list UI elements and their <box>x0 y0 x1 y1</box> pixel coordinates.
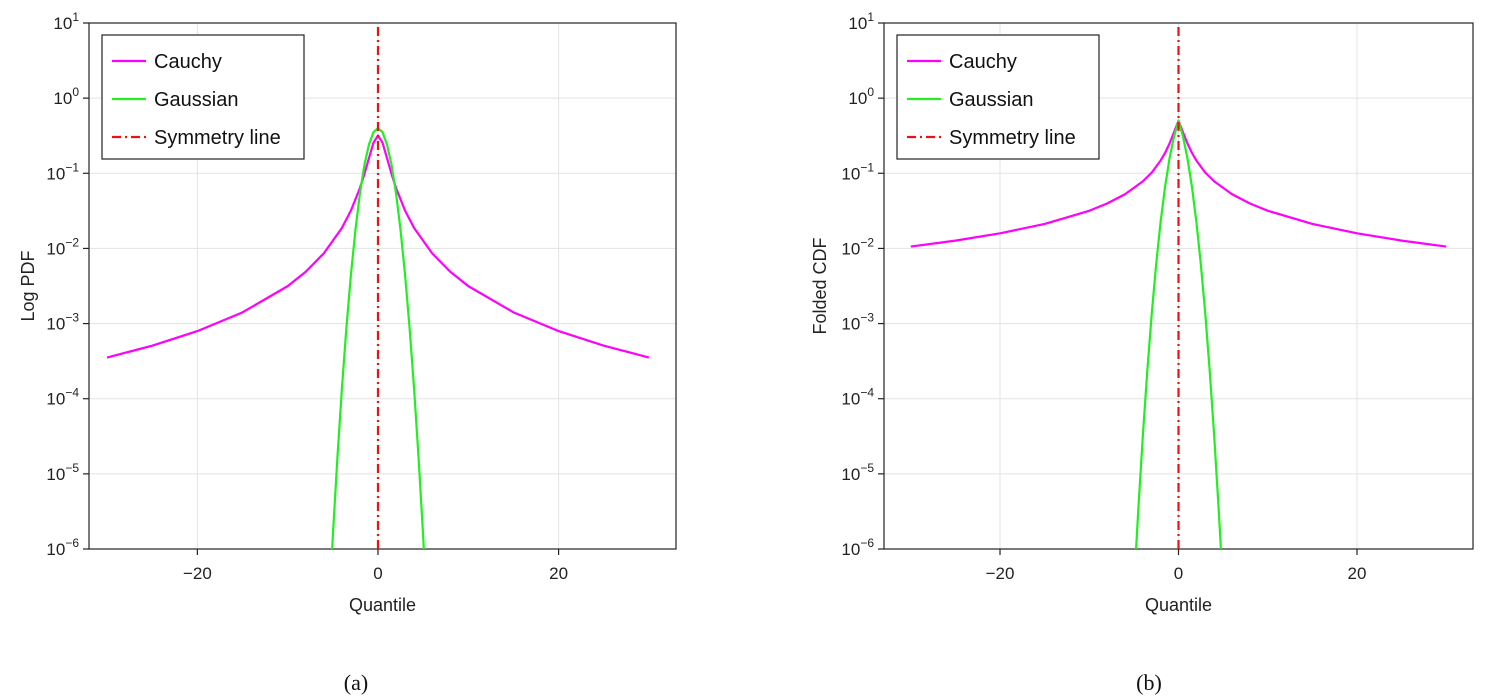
x-tick-label: 20 <box>1348 564 1367 583</box>
legend-box <box>896 34 1100 160</box>
legend-label: Symmetry line <box>154 127 281 149</box>
panel-a: 101 100 10−1 10−2 10−3 10−4 10−5 10−6 −20 0 20 Quan… <box>18 10 677 695</box>
y-tick-label: 101 <box>53 10 79 33</box>
y-tick-label: 10−4 <box>46 386 79 409</box>
plot-area <box>910 23 1447 549</box>
x-axis-title: Quantile <box>349 595 416 615</box>
x-tick-label: 0 <box>373 564 382 583</box>
x-tick-label: 20 <box>549 564 568 583</box>
legend-label: Gaussian <box>949 89 1034 111</box>
legend: Cauchy Gaussian Symmetry line <box>101 34 305 160</box>
legend-label: Symmetry line <box>949 127 1076 149</box>
y-tick-label: 10−3 <box>46 311 79 334</box>
y-tick-label: 10−6 <box>841 536 874 559</box>
y-tick-label: 100 <box>53 85 79 108</box>
y-tick-label: 100 <box>848 85 874 108</box>
x-tick-label: 0 <box>1174 564 1183 583</box>
y-tick-label: 10−1 <box>46 160 79 183</box>
series-gaussian-line <box>1134 119 1223 549</box>
panel-caption: (a) <box>344 670 368 695</box>
panel-b: 101 100 10−1 10−2 10−3 10−4 10−5 10−6 −20 0 20 Quan… <box>810 10 1474 695</box>
y-tick-label: 101 <box>848 10 874 33</box>
y-tick-label: 10−6 <box>46 536 79 559</box>
y-tick-label: 10−5 <box>46 461 79 484</box>
plot-area <box>106 23 650 549</box>
y-axis-title: Log PDF <box>18 250 38 321</box>
plot-frame <box>88 22 677 550</box>
legend-label: Cauchy <box>154 51 222 73</box>
y-tick-label: 10−1 <box>841 160 874 183</box>
x-tick-label: −20 <box>986 564 1015 583</box>
y-axis-title: Folded CDF <box>810 237 830 334</box>
y-tick-label: 10−2 <box>841 235 874 258</box>
x-tick-label: −20 <box>183 564 212 583</box>
legend: Cauchy Gaussian Symmetry line <box>896 34 1100 160</box>
panel-caption: (b) <box>1136 670 1162 695</box>
x-axis-title: Quantile <box>1145 595 1212 615</box>
legend-label: Gaussian <box>154 89 239 111</box>
y-tick-label: 10−3 <box>841 311 874 334</box>
y-tick-label: 10−2 <box>46 235 79 258</box>
y-tick-label: 10−5 <box>841 461 874 484</box>
legend-label: Cauchy <box>949 51 1017 73</box>
legend-box <box>101 34 305 160</box>
y-tick-label: 10−4 <box>841 386 874 409</box>
